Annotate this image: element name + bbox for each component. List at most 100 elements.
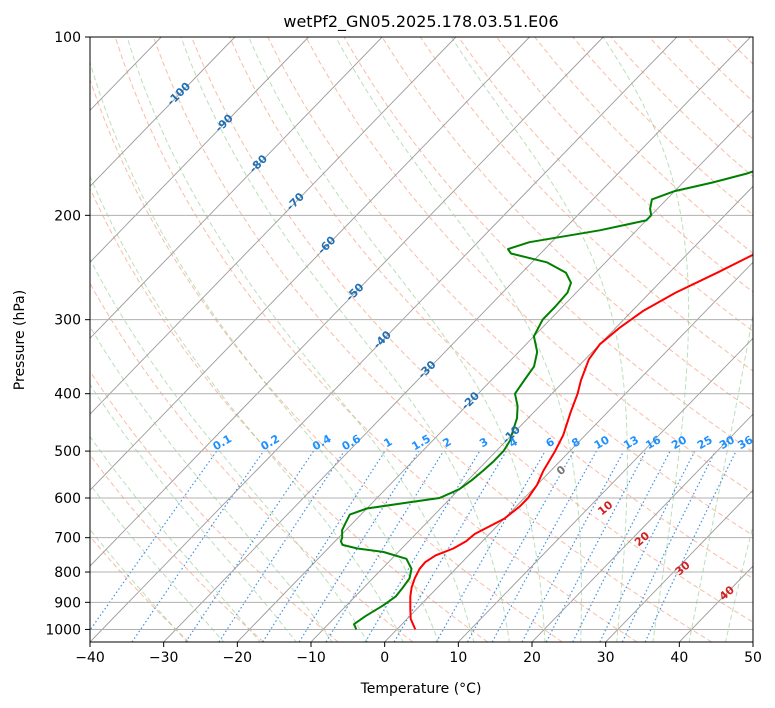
- mixing-ratio-label: 0.1: [211, 432, 234, 453]
- mixing-ratio-label: 30: [717, 433, 737, 452]
- mixing-ratio-label: 13: [621, 433, 641, 452]
- mixing-ratio-line: [435, 450, 546, 642]
- mixing-ratio-label: 1: [382, 435, 395, 450]
- moist-adiabat: [126, 37, 475, 642]
- mixing-ratio-line: [262, 450, 386, 642]
- moist-adiabat: [450, 37, 628, 642]
- mixing-ratio-label: 20: [669, 433, 689, 452]
- mixing-ratio-label: 0.2: [259, 432, 282, 453]
- mixing-ratio-label: 1.5: [410, 432, 433, 453]
- dry-adiabat: [305, 37, 753, 494]
- dry-adiabat: [648, 37, 753, 140]
- isotherm-line: [90, 37, 236, 187]
- dry-adiabat: [90, 370, 339, 642]
- mixing-ratio-label: 0.6: [340, 432, 364, 453]
- isotherm-line: [90, 37, 309, 263]
- y-tick-label: 100: [54, 30, 81, 46]
- moist-adiabat: [688, 310, 753, 642]
- dry-adiabat: [152, 37, 712, 642]
- y-tick-label: 1000: [45, 622, 81, 638]
- x-tick-label: −30: [149, 650, 179, 666]
- dry-adiabat: [90, 535, 190, 642]
- isotherm-line: [90, 37, 383, 339]
- x-tick-label: 30: [597, 650, 615, 666]
- dry-adiabat: [114, 37, 638, 642]
- mixing-ratio-line: [131, 450, 265, 642]
- mixing-ratio-line: [572, 450, 671, 642]
- isotherm-line: [90, 37, 530, 491]
- moist-adiabat: [90, 174, 404, 642]
- grid: [90, 37, 753, 642]
- dry-adiabat: [343, 37, 753, 453]
- moist-adiabat-label: 10: [595, 498, 615, 518]
- mixing-ratio-line: [466, 450, 575, 642]
- moist-adiabat: [180, 37, 510, 642]
- y-tick-label: 300: [54, 313, 81, 329]
- moist-adiabat: [90, 60, 440, 642]
- x-tick-label: 50: [744, 650, 762, 666]
- dry-adiabat: [229, 37, 753, 579]
- dry-adiabat: [90, 77, 563, 642]
- mixing-ratio-label: 10: [592, 433, 612, 452]
- isotherm-line: [163, 37, 751, 642]
- y-axis: 1000 900 800 700 600 500 400 300 200 100: [45, 30, 90, 638]
- plot-frame: [89, 36, 754, 643]
- mixing-ratio-label: 4: [507, 435, 520, 450]
- dry-adiabat: [90, 282, 414, 642]
- x-tick-label: −20: [223, 650, 253, 666]
- moist-adiabat: [90, 383, 297, 642]
- background-lines: [90, 37, 775, 642]
- isotherm-line: [90, 37, 678, 642]
- dry-adiabat: [724, 37, 753, 65]
- y-tick-label: 800: [54, 565, 81, 581]
- moist-adiabat: [335, 37, 582, 642]
- mixing-ratio-label: 36: [736, 433, 756, 452]
- dry-adiabat: [267, 37, 753, 537]
- y-tick-label: 900: [54, 595, 81, 611]
- y-tick-label: 400: [54, 387, 81, 403]
- moist-adiabat-label: 0: [554, 463, 568, 478]
- x-tick-label: 20: [523, 650, 541, 666]
- y-tick-label: 700: [54, 531, 81, 547]
- moist-adiabat: [725, 523, 753, 642]
- mixing-ratio-line: [545, 450, 647, 642]
- mixing-ratio-line: [218, 450, 345, 642]
- mixing-ratio-line: [185, 450, 314, 642]
- isotherm-line: [90, 37, 604, 567]
- dry-adiabat: [572, 37, 753, 216]
- mixing-ratio-line: [599, 450, 696, 642]
- dry-adiabat: [764, 37, 775, 642]
- isotherm-line: [752, 641, 753, 642]
- isotherm-line: [531, 413, 753, 642]
- x-axis: −40 −30 −20 −10 0 10 20 30 40 50: [75, 642, 762, 666]
- y-tick-label: 500: [54, 444, 81, 460]
- dry-adiabat: [90, 187, 488, 642]
- dewpoint-profile: [339, 170, 753, 630]
- moist-adiabat: [602, 37, 690, 642]
- chart-title: wetPf2_GN05.2025.178.03.51.E06: [283, 12, 558, 32]
- dry-adiabat: [496, 37, 753, 293]
- mixing-ratio-label: 8: [569, 435, 582, 450]
- dry-adiabat: [686, 37, 753, 103]
- mixing-ratio-line: [364, 450, 481, 642]
- x-tick-label: −40: [75, 650, 105, 666]
- x-tick-label: 0: [380, 650, 389, 666]
- moist-adiabat: [90, 258, 369, 642]
- iso-labels: -100-90-80-70-60-50-40-30-20-100.1 0.2 0.4…: [164, 79, 756, 603]
- moist-adiabat: [90, 325, 333, 642]
- mixing-ratio-line: [644, 450, 737, 642]
- temperature-profile: [409, 253, 753, 630]
- x-tick-label: 10: [449, 650, 467, 666]
- moist-adiabat: [90, 528, 188, 642]
- moist-adiabat: [90, 435, 261, 642]
- isotherm-line: [458, 337, 753, 642]
- x-tick-label: 40: [670, 650, 688, 666]
- isotherm-line: [605, 489, 753, 642]
- mixing-ratio-line: [90, 450, 218, 632]
- y-axis-label: Pressure (hPa): [12, 290, 28, 390]
- mixing-ratio-label: 3: [477, 435, 490, 450]
- isotherm-line: [237, 109, 753, 642]
- isotherm-line: [384, 261, 753, 642]
- isotherm-line: [90, 37, 457, 415]
